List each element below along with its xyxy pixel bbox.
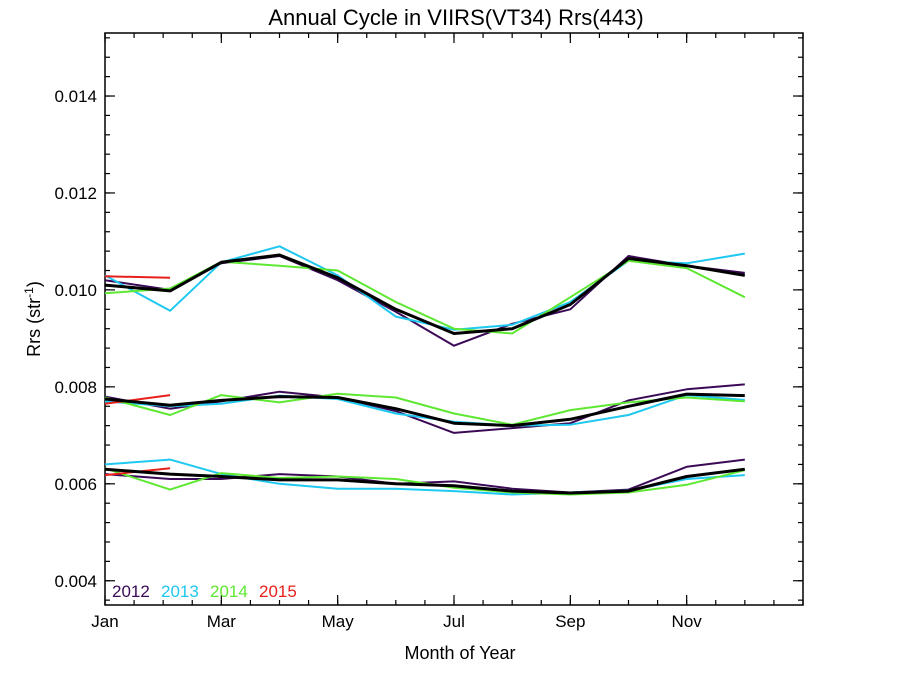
y-tick-label: 0.014	[54, 87, 97, 106]
series-layer	[104, 245, 746, 496]
x-tick-label: May	[322, 612, 355, 631]
x-tick-label: Nov	[672, 612, 703, 631]
series-line-2014-middle	[104, 392, 745, 426]
y-tick-label: 0.008	[54, 378, 97, 397]
legend: 2012 2013 2014 2015	[112, 582, 297, 601]
x-axis-label: Month of Year	[404, 643, 515, 663]
y-axis-label-close: )	[24, 281, 44, 287]
plot-frame	[104, 32, 804, 606]
y-tick-label: 0.004	[54, 572, 97, 591]
y-axis-label: Rrs (str-1)	[22, 281, 44, 357]
y-tick-label: 0.006	[54, 475, 97, 494]
series-line-2012-upper	[104, 255, 745, 347]
series-line-2015-middle	[104, 394, 171, 405]
x-tick-label: Sep	[555, 612, 585, 631]
chart-title: Annual Cycle in VIIRS(VT34) Rrs(443)	[268, 5, 643, 30]
series-line-mean-middle	[104, 392, 745, 428]
x-tick-label: Mar	[207, 612, 237, 631]
y-axis-label-sup: -1	[22, 287, 36, 298]
legend-item-2015: 2015	[259, 582, 297, 601]
y-tick-label: 0.012	[54, 184, 97, 203]
legend-item-2012: 2012	[112, 582, 150, 601]
series-line-2013-middle	[104, 394, 745, 427]
y-axis-label-main: Rrs (str	[24, 298, 44, 357]
series-line-2015-upper	[104, 275, 171, 279]
legend-item-2014: 2014	[210, 582, 248, 601]
x-tick-label: Jan	[91, 612, 118, 631]
legend-item-2013: 2013	[161, 582, 199, 601]
x-tick-label: Jul	[443, 612, 465, 631]
y-tick-label: 0.010	[54, 281, 97, 300]
series-line-mean-upper	[104, 253, 746, 335]
axis-ticks: 0.004 0.006 0.008 0.010 0.012 0.014 Jan Mar May J…	[54, 33, 804, 631]
series-line-mean-lower	[104, 467, 745, 495]
